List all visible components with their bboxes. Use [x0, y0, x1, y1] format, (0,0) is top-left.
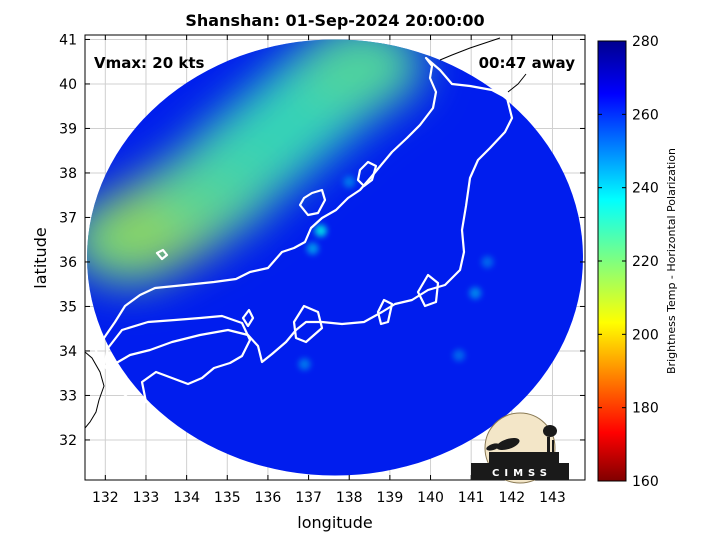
logo-tower-icon — [547, 437, 550, 463]
cb-tick-label-1: 180 — [632, 401, 659, 417]
warm-spot-6 — [452, 349, 465, 362]
coastline-chiba — [416, 273, 440, 308]
x-tick-label-8: 140 — [417, 490, 444, 506]
x-tick-label-2: 134 — [173, 490, 200, 506]
x-tick-label-9: 141 — [458, 490, 485, 506]
coastline-kii — [292, 304, 324, 344]
x-tick-label-11: 143 — [539, 490, 566, 506]
cimss-logo: CIMSS — [471, 412, 569, 484]
y-ticks: 32 33 34 35 36 37 38 39 40 41 — [59, 32, 585, 449]
coastline-sado — [356, 160, 378, 188]
colorbar-ticks: 160 180 200 220 240 260 280 — [598, 34, 659, 490]
warm-spot-0 — [314, 224, 327, 237]
warm-spot-3 — [343, 175, 356, 188]
y-tick-label-1: 33 — [59, 388, 77, 404]
y-tick-label-9: 41 — [59, 32, 77, 48]
cb-tick-label-6: 280 — [632, 34, 659, 50]
y-tick-label-6: 38 — [59, 166, 77, 182]
logo-building — [489, 452, 559, 463]
coastline-awaji — [241, 308, 255, 328]
coastline-noto — [298, 188, 327, 217]
land-outline-north — [439, 37, 527, 93]
land-outline-west — [85, 351, 105, 429]
cold-band — [87, 39, 424, 284]
x-tick-label-1: 133 — [133, 490, 160, 506]
x-tick-label-3: 135 — [214, 490, 241, 506]
y-tick-label-2: 34 — [59, 344, 77, 360]
swath-layer — [85, 37, 583, 476]
vmax-annotation: Vmax: 20 kts — [94, 54, 204, 72]
x-tick-label-4: 136 — [255, 490, 282, 506]
land-tint — [87, 39, 583, 476]
x-tick-label-0: 132 — [92, 490, 119, 506]
x-tick-label-7: 139 — [377, 490, 404, 506]
logo-small-dish-icon — [486, 443, 500, 451]
x-tick-label-10: 142 — [498, 490, 525, 506]
coastline — [94, 56, 514, 406]
logo-satellite-dish-icon — [496, 437, 520, 451]
warm-spot-5 — [481, 255, 494, 268]
warm-spot-1 — [306, 242, 319, 255]
warm-spot-2 — [469, 287, 482, 300]
colorbar — [597, 40, 627, 482]
warm-spots — [298, 175, 494, 371]
warm-spot-4 — [298, 358, 311, 371]
logo-tower-leg — [552, 440, 554, 463]
coastline-honshu — [94, 56, 514, 370]
axes-box — [84, 34, 586, 481]
y-tick-label-5: 37 — [59, 210, 77, 226]
logo-banner — [471, 463, 569, 480]
x-axis-label: longitude — [297, 513, 372, 532]
cb-tick-label-3: 220 — [632, 254, 659, 270]
x-tick-label-5: 137 — [295, 490, 322, 506]
cb-tick-label-5: 260 — [632, 107, 659, 123]
y-tick-label-4: 36 — [59, 255, 77, 271]
y-tick-label-8: 40 — [59, 77, 77, 93]
chart-title: Shanshan: 01-Sep-2024 20:00:00 — [185, 11, 484, 30]
y-axis-label: latitude — [31, 227, 50, 288]
coastline-oki — [155, 248, 169, 261]
logo-text: CIMSS — [492, 468, 552, 479]
cb-tick-label-0: 160 — [632, 474, 659, 490]
cb-tick-label-4: 240 — [632, 181, 659, 197]
time-away-annotation: 00:47 away — [479, 54, 576, 72]
x-tick-label-6: 138 — [336, 490, 363, 506]
y-tick-label-3: 35 — [59, 299, 77, 315]
coastline-izu — [376, 298, 394, 326]
x-ticks: 132 133 134 135 136 137 138 139 140 141 142 143 — [92, 35, 566, 506]
y-tick-label-0: 32 — [59, 433, 77, 449]
colorbar-label: Brightness Temp - Horizontal Polarizatio… — [665, 148, 678, 374]
cb-tick-label-2: 200 — [632, 327, 659, 343]
y-tick-label-7: 39 — [59, 121, 77, 137]
logo-water-tank-icon — [543, 425, 557, 437]
coastline-shikoku — [102, 314, 252, 406]
